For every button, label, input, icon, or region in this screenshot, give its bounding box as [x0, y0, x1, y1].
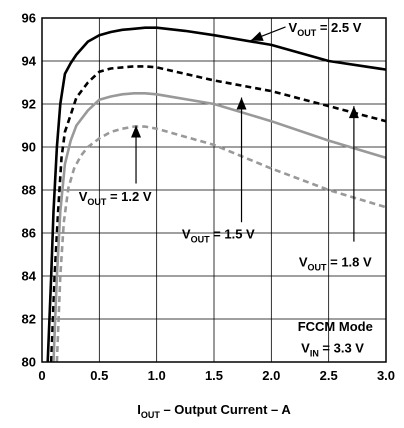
x-tick-label: 1.5: [205, 368, 223, 383]
y-tick-label: 84: [22, 269, 37, 284]
annotation-arrow-head-1: [131, 125, 142, 138]
annotation-label-4: FCCM Mode: [298, 319, 373, 334]
grid-lines: [41, 17, 387, 363]
x-axis-label: IOUT – Output Current – A: [137, 402, 291, 420]
x-axis-label-rest: – Output Current – A: [160, 402, 292, 417]
series-line-2: [52, 92, 387, 363]
series-line-3: [55, 125, 387, 363]
y-tick-label: 92: [22, 97, 36, 112]
y-tick-label: 82: [22, 312, 36, 327]
y-tick-label: 86: [22, 226, 36, 241]
series-line-0: [46, 26, 387, 363]
y-tick-label: 94: [22, 54, 37, 69]
annotation-label-1: VOUT = 1.2 V: [79, 189, 152, 207]
y-tick-label: 90: [22, 140, 36, 155]
y-tick-label: 80: [22, 355, 36, 370]
annotation-arrow-head-2: [236, 97, 247, 110]
y-tick-labels: 80 82 84 86 88 90 92 94 96: [22, 11, 37, 370]
x-tick-label: 2.5: [320, 368, 338, 383]
series-group: [46, 26, 387, 363]
annotation-label-5: VIN = 3.3 V: [301, 340, 364, 358]
x-tick-label: 0.5: [90, 368, 108, 383]
annotation-label-2: VOUT = 1.5 V: [182, 226, 255, 244]
x-tick-labels: 0 0.5 1.0 1.5 2.0 2.5 3.0: [38, 368, 395, 383]
x-tick-label: 2.0: [262, 368, 280, 383]
x-tick-label: 1.0: [148, 368, 166, 383]
x-tick-label: 3.0: [377, 368, 395, 383]
annotation-label-3: VOUT = 1.8 V: [299, 254, 372, 272]
x-axis-label-sub: OUT: [141, 410, 161, 420]
annotation-label-0: VOUT = 2.5 V: [289, 20, 362, 38]
y-tick-label: 96: [22, 11, 36, 26]
annotation-arrow-head-0: [250, 31, 264, 41]
y-tick-label: 88: [22, 183, 36, 198]
x-tick-label: 0: [38, 368, 45, 383]
series-line-1: [49, 65, 387, 363]
annotations-group: VOUT = 2.5 V VOUT = 1.2 V VOUT = 1.5 V VOUT…: [79, 20, 373, 358]
plot-frame: [41, 17, 387, 363]
x-axis-label-main: I: [137, 402, 141, 417]
annotation-arrow-head-3: [348, 106, 359, 119]
